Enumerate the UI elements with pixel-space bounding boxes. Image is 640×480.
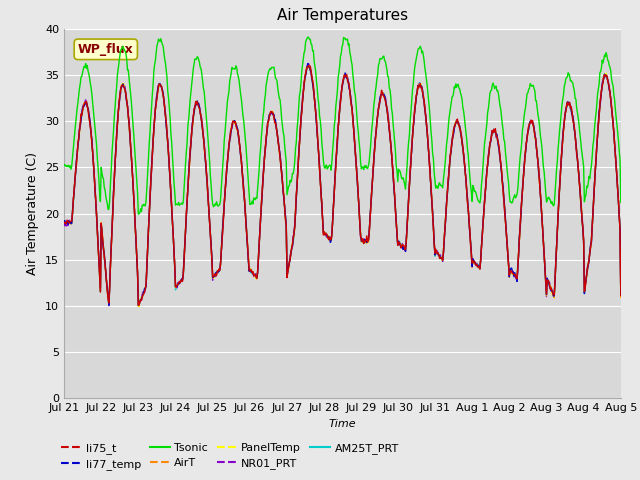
X-axis label: Time: Time (328, 419, 356, 429)
Title: Air Temperatures: Air Temperatures (277, 9, 408, 24)
Legend: li75_t, li77_temp, Tsonic, AirT, PanelTemp, NR01_PRT, AM25T_PRT: li75_t, li77_temp, Tsonic, AirT, PanelTe… (57, 438, 403, 474)
Y-axis label: Air Temperature (C): Air Temperature (C) (26, 152, 40, 275)
Text: WP_flux: WP_flux (78, 43, 134, 56)
